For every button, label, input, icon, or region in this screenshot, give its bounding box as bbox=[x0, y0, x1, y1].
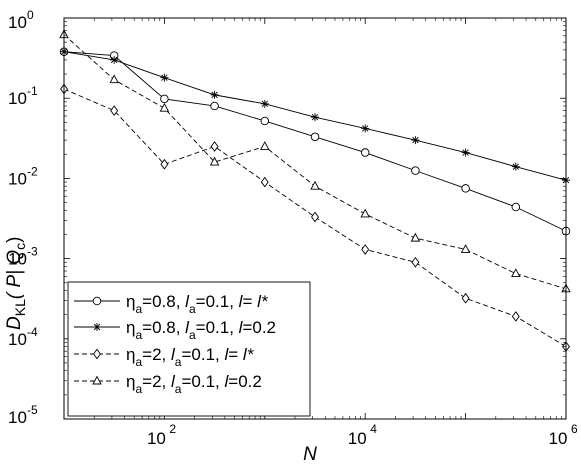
series-4-point-6 bbox=[310, 180, 320, 190]
series-3-point-8 bbox=[411, 256, 420, 268]
series-1-point-10 bbox=[511, 202, 521, 212]
y-tick-label: 10 bbox=[8, 330, 27, 349]
series-3-point-4 bbox=[210, 141, 219, 152]
series-2-point-2 bbox=[110, 55, 119, 64]
y-tick-label: 10 bbox=[8, 408, 27, 427]
x-tick-label: 10 bbox=[348, 429, 367, 448]
series-1-point-8 bbox=[411, 166, 420, 175]
y-tick-exponent: -1 bbox=[27, 84, 38, 98]
series-2-point-5 bbox=[260, 99, 269, 108]
series-3-point-10 bbox=[511, 311, 520, 322]
y-tick-exponent: -4 bbox=[27, 325, 38, 339]
series-2-point-8 bbox=[411, 136, 420, 145]
y-tick-exponent: -5 bbox=[27, 403, 38, 417]
legend-marker bbox=[92, 375, 102, 385]
series-2-point-3 bbox=[160, 73, 169, 82]
x-tick-exponent: 6 bbox=[571, 422, 578, 436]
series-3-point-6 bbox=[311, 211, 319, 223]
ticks-layer bbox=[63, 17, 567, 420]
series-4-point-9 bbox=[460, 244, 471, 253]
legend-marker bbox=[93, 323, 101, 331]
series-1-point-7 bbox=[360, 148, 370, 157]
x-tick-exponent: 4 bbox=[370, 422, 377, 436]
series-1-point-9 bbox=[461, 184, 470, 193]
x-axis-label: N bbox=[303, 444, 317, 465]
series-3-point-7 bbox=[361, 244, 370, 255]
y-axis-label: DKL( P| Qc) bbox=[4, 237, 28, 330]
series-1-point-6 bbox=[310, 132, 320, 142]
series-4-point-8 bbox=[410, 232, 421, 242]
y-tick-label: 10 bbox=[8, 169, 27, 188]
series-4-point-3 bbox=[159, 102, 170, 112]
legend-label: ηa=0.8, la=0.1, l=0.2 bbox=[126, 318, 276, 342]
legend-entry-4: ηa=2, la=0.1, l=0.2 bbox=[74, 372, 262, 396]
legend: ηa=0.8, la=0.1, l= l*ηa=0.8, la=0.1, l=0… bbox=[67, 281, 311, 417]
y-tick-exponent: 0 bbox=[27, 8, 34, 22]
series-4-point-4 bbox=[209, 156, 220, 166]
legend-entry-2: ηa=0.8, la=0.1, l=0.2 bbox=[74, 318, 276, 342]
series-4-point-2 bbox=[109, 74, 119, 84]
series-1-point-5 bbox=[260, 116, 270, 126]
series-2-point-10 bbox=[511, 162, 520, 171]
legend-label: ηa=0.8, la=0.1, l= l* bbox=[126, 292, 269, 316]
series-2-point-4 bbox=[210, 90, 219, 99]
x-tick-label: 10 bbox=[147, 429, 166, 448]
legend-label: ηa=2, la=0.1, l= l* bbox=[126, 345, 255, 369]
legend-label: ηa=2, la=0.1, l=0.2 bbox=[126, 372, 262, 396]
legend-entry-3: ηa=2, la=0.1, l= l* bbox=[74, 345, 255, 369]
legend-marker bbox=[93, 348, 101, 360]
y-tick-exponent: -2 bbox=[27, 164, 38, 178]
y-tick-exponent: -3 bbox=[27, 245, 38, 259]
series-3-point-3 bbox=[160, 158, 169, 170]
plot-frame bbox=[63, 17, 567, 420]
svg-text:DKL( P| Qc): DKL( P| Qc) bbox=[4, 237, 28, 330]
legend-marker bbox=[92, 296, 102, 306]
series-3-point-5 bbox=[260, 176, 269, 188]
y-tick-label: 10 bbox=[8, 250, 27, 269]
series-2-point-9 bbox=[461, 148, 470, 157]
y-tick-label: 10 bbox=[8, 13, 27, 32]
legend-box bbox=[67, 281, 311, 417]
legend-entry-1: ηa=0.8, la=0.1, l= l* bbox=[74, 292, 269, 316]
series-2-point-6 bbox=[310, 113, 319, 122]
series-1-point-4 bbox=[210, 101, 219, 111]
x-tick-label: 10 bbox=[549, 429, 568, 448]
series-4-point-7 bbox=[360, 208, 370, 218]
series-3-point-2 bbox=[110, 105, 119, 116]
y-tick-label: 10 bbox=[8, 89, 27, 108]
x-tick-exponent: 2 bbox=[169, 422, 176, 436]
series-4-point-10 bbox=[511, 268, 521, 278]
series-4-point-5 bbox=[260, 141, 270, 150]
series-3-point-9 bbox=[461, 292, 470, 304]
series-1-point-3 bbox=[160, 94, 169, 104]
series-2-point-7 bbox=[361, 124, 370, 133]
